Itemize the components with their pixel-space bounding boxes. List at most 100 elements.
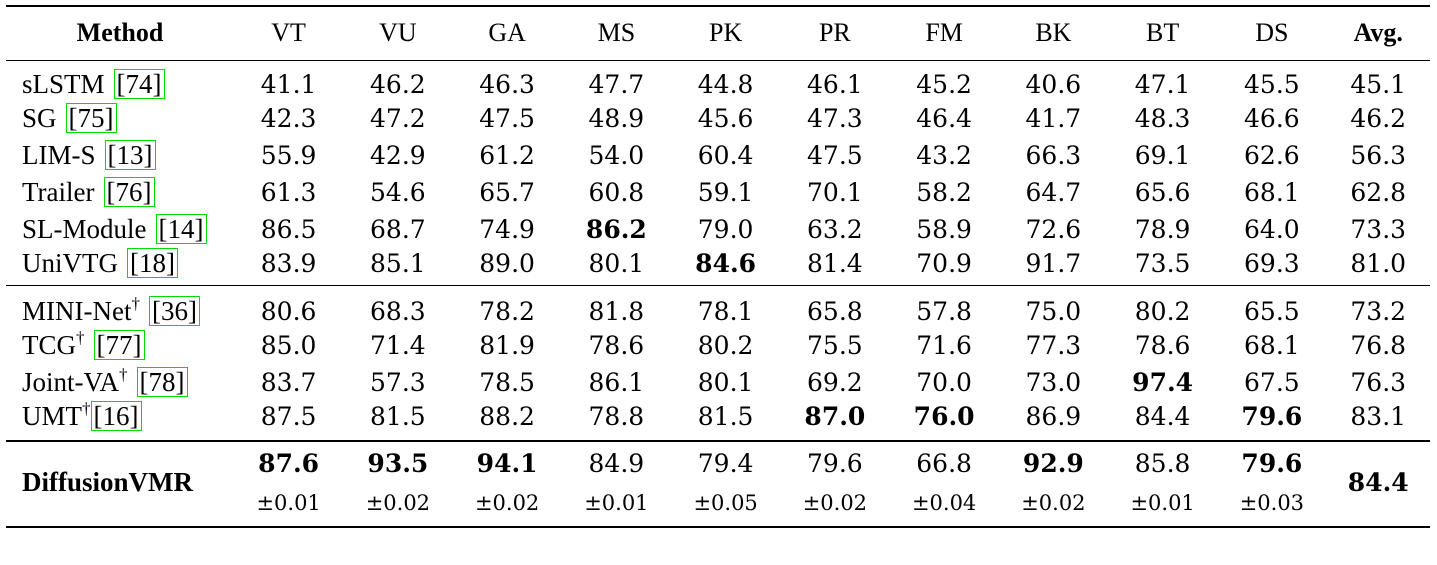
method-column-header: Method <box>76 18 164 48</box>
citation-bracket-open: [ <box>96 329 106 360</box>
table-row: LIM-S [13] 55.9 42.9 61.2 54.0 60.4 47.5 43.2 66.… <box>6 137 1430 174</box>
std-value: ±0.01 <box>584 490 649 515</box>
ours-group: DiffusionVMR 87.6 ±0.01 93.5 ±0.02 94.1 ±0.02 8… <box>6 440 1430 527</box>
method-name: TCG <box>22 329 76 360</box>
value-cell: 81.5 <box>370 401 426 431</box>
value-cell: 80.1 <box>588 248 645 278</box>
value-cell: 85.8 ±0.01 <box>1108 441 1217 527</box>
citation-bracket-open: [ <box>130 247 139 278</box>
std-value: ±0.01 <box>1130 490 1195 515</box>
value-cell: 86.2 <box>562 211 671 248</box>
value-cell: 40.6 <box>1025 69 1082 99</box>
value-cell: 73.2 <box>1350 296 1407 326</box>
citation-bracket-close: ] <box>104 102 114 133</box>
value-cell: 62.6 <box>1244 140 1300 170</box>
value-cell: 60.4 <box>697 140 754 170</box>
method-cell: SG [75] <box>6 100 234 137</box>
value-cell: 58.2 <box>916 177 972 207</box>
citation-link[interactable]: [36] <box>148 295 200 326</box>
method-cell: sLSTM [74] <box>6 60 234 100</box>
value-cell: 46.3 <box>479 69 535 99</box>
value-cell: 84.6 <box>671 248 780 286</box>
method-cell: DiffusionVMR <box>22 467 194 497</box>
value-cell: 61.3 <box>260 177 317 207</box>
value-cell: 83.9 <box>260 248 317 278</box>
value-cell: 87.6 ±0.01 <box>234 441 343 527</box>
dagger-mark: † <box>82 398 91 418</box>
mean-value: 92.9 <box>1022 448 1084 478</box>
citation-bracket-close: ] <box>142 176 152 207</box>
value-cell: 87.0 <box>780 401 889 441</box>
citation-link[interactable]: [18] <box>127 247 178 278</box>
citation-bracket-open: [ <box>106 176 116 207</box>
value-cell: 71.6 <box>916 330 972 360</box>
value-cell: 45.2 <box>916 69 972 99</box>
value-cell: 61.2 <box>479 140 535 170</box>
value-cell: 45.6 <box>697 103 754 133</box>
std-value: ±0.01 <box>256 490 321 515</box>
value-cell: 68.3 <box>370 296 426 326</box>
value-cell: 79.0 <box>697 214 754 244</box>
value-cell: 66.3 <box>1025 140 1082 170</box>
value-cell: 79.6 ±0.02 <box>780 441 889 527</box>
citation-link[interactable]: [78] <box>136 366 188 397</box>
value-cell: 73.3 <box>1350 214 1407 244</box>
value-cell: 78.9 <box>1134 214 1191 244</box>
citation-link[interactable]: [14] <box>155 213 207 244</box>
citation-link[interactable]: [76] <box>103 176 155 207</box>
value-cell: 80.2 <box>1134 296 1191 326</box>
value-cell: 75.5 <box>807 330 863 360</box>
citation-link[interactable]: [13] <box>104 139 156 170</box>
citation-bracket-open: [ <box>93 400 103 431</box>
value-cell: 47.7 <box>588 69 645 99</box>
value-cell: 64.0 <box>1244 214 1300 244</box>
dagger-mark: † <box>119 364 128 384</box>
value-cell: 59.1 <box>697 177 754 207</box>
value-cell: 93.5 ±0.02 <box>343 441 452 527</box>
value-cell: 68.1 <box>1244 330 1300 360</box>
citation-bracket-close: ] <box>187 295 197 326</box>
citation-link[interactable]: [77] <box>93 329 145 360</box>
value-cell: 86.5 <box>260 214 317 244</box>
value-cell: 42.9 <box>370 140 426 170</box>
value-cell: 87.5 <box>260 401 317 431</box>
method-name: LIM-S <box>22 139 96 170</box>
mean-value: 85.8 <box>1134 448 1191 478</box>
value-cell: 81.0 <box>1350 248 1407 278</box>
value-cell: 63.2 <box>807 214 863 244</box>
citation-bracket-close: ] <box>175 366 185 397</box>
method-name: sLSTM <box>22 68 105 99</box>
method-cell: SL-Module [14] <box>6 211 234 248</box>
citation-bracket-close: ] <box>152 68 162 99</box>
column-header-pr: PR <box>818 18 851 48</box>
value-cell: 80.1 <box>697 367 754 397</box>
table-row: sLSTM [74] 41.1 46.2 46.3 47.7 44.8 46.1 45.2 40.… <box>6 60 1430 100</box>
best-value: 86.2 <box>585 214 647 244</box>
value-cell: 73.5 <box>1134 248 1191 278</box>
value-cell: 78.2 <box>479 296 535 326</box>
table-row: Joint-VA† [78] 83.7 57.3 78.5 86.1 80.1 69.2 70.… <box>6 364 1430 401</box>
mean-value: 84.9 <box>588 448 645 478</box>
column-header-ds: DS <box>1255 18 1289 48</box>
method-name: Trailer <box>22 176 95 207</box>
value-cell: 47.5 <box>479 103 535 133</box>
method-cell: UMT† [16] <box>6 398 234 441</box>
ours-row: DiffusionVMR 87.6 ±0.01 93.5 ±0.02 94.1 ±0.02 8… <box>6 441 1430 527</box>
baseline-group: sLSTM [74] 41.1 46.2 46.3 47.7 44.8 46.1 45.2 40.… <box>6 60 1430 285</box>
column-header-vu: VU <box>379 18 417 48</box>
value-cell: 94.1 ±0.02 <box>453 441 562 527</box>
value-cell: 56.3 <box>1350 140 1407 170</box>
citation-link[interactable]: [75] <box>65 102 117 133</box>
value-cell: 88.2 <box>479 401 535 431</box>
method-cell: MINI-Net† [36] <box>6 285 234 327</box>
value-cell: 78.5 <box>479 367 535 397</box>
best-value: 76.0 <box>913 401 975 431</box>
value-cell: 79.6 <box>1217 401 1326 441</box>
citation-link[interactable]: [16] <box>90 400 142 431</box>
citation-number: 16 <box>102 400 130 431</box>
std-value: ±0.02 <box>365 490 431 515</box>
value-cell: 80.2 <box>697 330 754 360</box>
best-value: 79.6 <box>1241 401 1303 431</box>
value-cell: 60.8 <box>588 177 645 207</box>
citation-link[interactable]: [74] <box>113 68 165 99</box>
